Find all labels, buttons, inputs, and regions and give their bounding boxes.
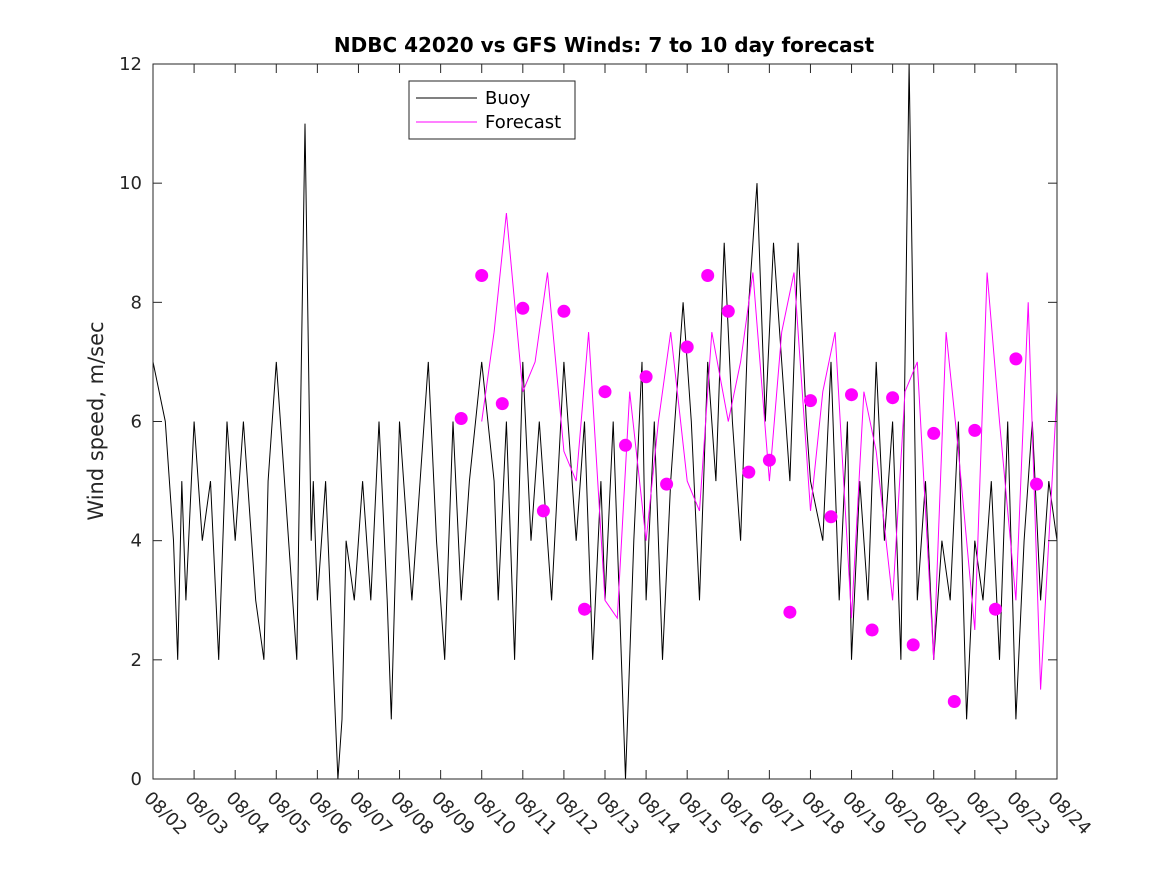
forecast-point bbox=[968, 423, 982, 437]
forecast-point bbox=[804, 394, 817, 408]
y-tick-label: 6 bbox=[131, 412, 142, 433]
forecast-point bbox=[906, 638, 920, 652]
forecast-point bbox=[660, 477, 674, 491]
y-tick-label: 2 bbox=[131, 650, 142, 671]
forecast-point bbox=[1030, 477, 1043, 491]
forecast-point bbox=[947, 695, 961, 708]
forecast-point bbox=[845, 388, 858, 402]
y-tick-label: 8 bbox=[131, 292, 142, 313]
forecast-point bbox=[516, 301, 530, 315]
series-line-forecast bbox=[481, 212, 1057, 690]
forecast-point bbox=[742, 465, 756, 479]
legend-box bbox=[408, 80, 576, 140]
forecast-point bbox=[886, 391, 900, 405]
forecast-point bbox=[536, 504, 550, 518]
forecast-point bbox=[680, 340, 694, 354]
forecast-point bbox=[783, 605, 797, 619]
forecast-point bbox=[721, 304, 735, 318]
forecast-point bbox=[701, 269, 715, 282]
y-tick-label: 4 bbox=[131, 531, 142, 552]
y-tick-label: 10 bbox=[119, 173, 142, 194]
forecast-point bbox=[598, 385, 612, 399]
forecast-point bbox=[865, 623, 879, 637]
forecast-point bbox=[639, 370, 653, 384]
legend: Buoy Forecast bbox=[408, 80, 576, 140]
forecast-point bbox=[988, 602, 1002, 616]
y-tick-label: 12 bbox=[119, 54, 142, 75]
series-layer bbox=[153, 64, 1057, 779]
forecast-point bbox=[1009, 352, 1023, 366]
plot-area bbox=[153, 64, 1057, 779]
clipped-series bbox=[153, 64, 1057, 779]
legend-forecast-label: Forecast bbox=[485, 112, 561, 133]
forecast-point bbox=[824, 510, 838, 524]
y-tick-label: 0 bbox=[131, 769, 142, 790]
forecast-point bbox=[495, 397, 509, 411]
forecast-point bbox=[475, 269, 489, 282]
y-axis-label: Wind speed, m/sec bbox=[84, 321, 108, 520]
chart-title: NDBC 42020 vs GFS Winds: 7 to 10 day for… bbox=[334, 33, 875, 57]
forecast-point bbox=[454, 412, 468, 425]
forecast-point bbox=[927, 426, 941, 440]
forecast-point bbox=[557, 304, 571, 318]
forecast-point bbox=[762, 453, 776, 467]
forecast-point bbox=[578, 602, 591, 616]
legend-buoy-label: Buoy bbox=[485, 88, 531, 109]
forecast-point bbox=[619, 438, 632, 452]
axes-layer bbox=[152, 63, 1058, 780]
series-line-buoy bbox=[153, 64, 1057, 779]
